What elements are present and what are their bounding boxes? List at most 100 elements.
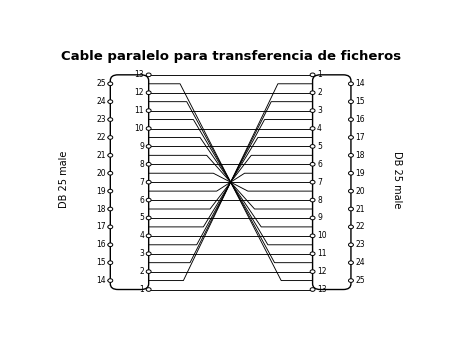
Text: 10: 10 xyxy=(135,124,144,133)
Text: 4: 4 xyxy=(139,231,144,240)
Circle shape xyxy=(108,225,113,229)
Text: 23: 23 xyxy=(96,115,106,124)
Text: 22: 22 xyxy=(356,222,365,232)
Circle shape xyxy=(348,243,353,246)
Circle shape xyxy=(310,180,315,184)
Text: 16: 16 xyxy=(356,115,365,124)
Circle shape xyxy=(108,100,113,103)
Circle shape xyxy=(146,234,151,238)
Text: 24: 24 xyxy=(96,97,106,106)
Circle shape xyxy=(348,207,353,211)
Text: 21: 21 xyxy=(356,204,365,214)
Circle shape xyxy=(310,144,315,148)
Text: 5: 5 xyxy=(139,214,144,222)
Text: 1: 1 xyxy=(140,285,144,294)
Circle shape xyxy=(310,216,315,220)
Text: 8: 8 xyxy=(140,160,144,169)
Text: DB 25 male: DB 25 male xyxy=(392,151,402,208)
Text: 11: 11 xyxy=(135,106,144,115)
Circle shape xyxy=(146,216,151,220)
Circle shape xyxy=(310,109,315,113)
Text: 9: 9 xyxy=(317,214,322,222)
Circle shape xyxy=(108,261,113,265)
Circle shape xyxy=(348,153,353,157)
Text: 15: 15 xyxy=(356,97,365,106)
Circle shape xyxy=(348,136,353,139)
Text: 21: 21 xyxy=(96,151,106,160)
Circle shape xyxy=(108,136,113,139)
Circle shape xyxy=(146,198,151,202)
Circle shape xyxy=(108,171,113,175)
Circle shape xyxy=(146,288,151,291)
Text: 20: 20 xyxy=(356,187,365,196)
Circle shape xyxy=(348,118,353,121)
Text: 19: 19 xyxy=(356,169,365,178)
Circle shape xyxy=(108,153,113,157)
Text: 5: 5 xyxy=(317,142,322,151)
Circle shape xyxy=(108,82,113,86)
Text: 2: 2 xyxy=(140,267,144,276)
Circle shape xyxy=(348,100,353,103)
Text: 16: 16 xyxy=(96,240,106,249)
Circle shape xyxy=(146,270,151,273)
Circle shape xyxy=(108,118,113,121)
Circle shape xyxy=(146,109,151,113)
Circle shape xyxy=(310,91,315,95)
Circle shape xyxy=(310,252,315,256)
Text: 25: 25 xyxy=(356,276,365,285)
Circle shape xyxy=(146,144,151,148)
Text: 18: 18 xyxy=(356,151,365,160)
Circle shape xyxy=(146,163,151,166)
Text: 3: 3 xyxy=(139,249,144,258)
Text: 8: 8 xyxy=(317,195,322,205)
Text: 7: 7 xyxy=(317,178,322,187)
Circle shape xyxy=(348,261,353,265)
Circle shape xyxy=(348,189,353,193)
FancyBboxPatch shape xyxy=(110,75,148,290)
Text: 20: 20 xyxy=(96,169,106,178)
Text: 6: 6 xyxy=(317,160,322,169)
Circle shape xyxy=(146,73,151,76)
Text: 23: 23 xyxy=(356,240,365,249)
Circle shape xyxy=(348,171,353,175)
FancyBboxPatch shape xyxy=(313,75,351,290)
Circle shape xyxy=(310,73,315,76)
Circle shape xyxy=(146,91,151,95)
Text: 2: 2 xyxy=(317,88,322,97)
Text: 6: 6 xyxy=(139,195,144,205)
Text: Cable paralelo para transferencia de ficheros: Cable paralelo para transferencia de fic… xyxy=(61,50,400,63)
Text: 3: 3 xyxy=(317,106,322,115)
Circle shape xyxy=(108,279,113,283)
Text: 17: 17 xyxy=(96,222,106,232)
Text: 24: 24 xyxy=(356,258,365,267)
Text: 15: 15 xyxy=(96,258,106,267)
Circle shape xyxy=(146,252,151,256)
Text: 17: 17 xyxy=(356,133,365,142)
Text: 22: 22 xyxy=(96,133,106,142)
Circle shape xyxy=(310,198,315,202)
Text: 14: 14 xyxy=(356,79,365,88)
Text: 19: 19 xyxy=(96,187,106,196)
Circle shape xyxy=(348,82,353,86)
Circle shape xyxy=(310,270,315,273)
Text: 4: 4 xyxy=(317,124,322,133)
Text: 12: 12 xyxy=(135,88,144,97)
Text: 10: 10 xyxy=(317,231,327,240)
Text: DB 25 male: DB 25 male xyxy=(59,151,69,208)
Circle shape xyxy=(108,189,113,193)
Text: 12: 12 xyxy=(317,267,327,276)
Circle shape xyxy=(310,163,315,166)
Text: 11: 11 xyxy=(317,249,327,258)
Circle shape xyxy=(348,279,353,283)
Circle shape xyxy=(146,127,151,130)
Text: 25: 25 xyxy=(96,79,106,88)
Circle shape xyxy=(310,234,315,238)
Text: 7: 7 xyxy=(139,178,144,187)
Text: 1: 1 xyxy=(317,70,322,79)
Text: 13: 13 xyxy=(135,70,144,79)
Circle shape xyxy=(348,225,353,229)
Circle shape xyxy=(108,243,113,246)
Circle shape xyxy=(108,207,113,211)
Circle shape xyxy=(146,180,151,184)
Circle shape xyxy=(310,288,315,291)
